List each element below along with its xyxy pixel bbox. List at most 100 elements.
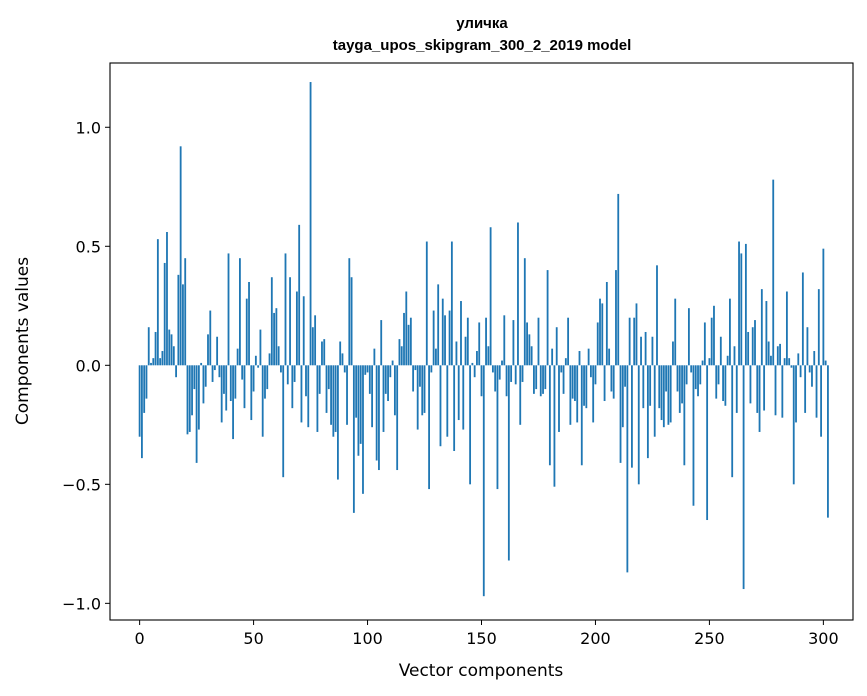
bar-288	[795, 365, 797, 423]
bar-53	[259, 329, 262, 366]
y-tick-label: −1.0	[62, 594, 101, 613]
bar-126	[425, 241, 428, 366]
bar-294	[808, 365, 811, 373]
bar-122	[416, 365, 419, 430]
bar-86	[334, 365, 337, 432]
bar-261	[733, 346, 736, 366]
bar-42	[234, 365, 237, 399]
bar-178	[544, 365, 547, 390]
bar-278	[772, 179, 775, 366]
bar-170	[526, 322, 528, 366]
bar-163	[510, 365, 513, 382]
bar-207	[610, 365, 613, 392]
bar-234	[672, 341, 674, 366]
bar-137	[450, 241, 453, 366]
bar-146	[471, 362, 474, 366]
bar-113	[396, 365, 399, 471]
bar-202	[599, 298, 601, 366]
bar-251	[710, 317, 713, 366]
bar-193	[578, 351, 581, 366]
bar-136	[448, 310, 451, 366]
bar-295	[811, 365, 813, 387]
bar-46	[243, 365, 246, 409]
bar-10	[161, 351, 164, 366]
bar-291	[801, 272, 804, 366]
bar-69	[295, 291, 298, 366]
bar-209	[615, 270, 617, 366]
bar-4	[147, 327, 150, 366]
bar-203	[601, 303, 604, 366]
bar-88	[339, 341, 342, 366]
bar-289	[797, 353, 800, 366]
bar-180	[548, 365, 551, 466]
bar-133	[441, 298, 444, 366]
bar-98	[362, 365, 364, 494]
bar-92	[348, 258, 351, 366]
bar-236	[676, 365, 679, 392]
bar-81	[323, 339, 326, 366]
bar-78	[316, 365, 319, 432]
bar-62	[280, 365, 282, 373]
bar-299	[820, 365, 822, 437]
x-tick-label: 150	[466, 629, 497, 648]
x-tick-label: 250	[694, 629, 725, 648]
bar-52	[257, 365, 260, 368]
bar-220	[640, 336, 642, 366]
bar-151	[482, 365, 485, 597]
bar-115	[400, 346, 403, 366]
x-tick-label: 0	[135, 629, 145, 648]
bar-83	[327, 365, 330, 390]
bar-134	[444, 315, 446, 366]
bar-125	[423, 365, 426, 413]
bar-130	[435, 348, 437, 366]
bar-series	[138, 82, 829, 597]
bar-292	[804, 365, 807, 413]
bar-300	[822, 248, 825, 366]
bar-171	[528, 334, 531, 366]
bar-176	[539, 365, 542, 397]
bar-63	[282, 365, 285, 478]
bar-201	[596, 322, 599, 366]
bar-241	[687, 308, 690, 366]
bar-123	[419, 365, 421, 387]
bar-11	[163, 262, 166, 366]
bar-142	[462, 365, 465, 430]
bar-217	[633, 317, 636, 366]
bar-103	[373, 348, 376, 366]
y-tick-label: 0.0	[76, 356, 101, 375]
bar-74	[307, 365, 310, 428]
bar-64	[284, 253, 287, 366]
bar-47	[245, 298, 248, 366]
bar-76	[311, 327, 314, 366]
bar-112	[393, 365, 396, 416]
bar-153	[487, 346, 490, 366]
bar-276	[767, 341, 770, 366]
bar-240	[685, 365, 688, 385]
bar-297	[815, 365, 818, 418]
bar-186	[562, 365, 565, 394]
bar-157	[496, 365, 499, 490]
bar-302	[827, 365, 829, 518]
bar-41	[232, 365, 234, 440]
bar-1	[141, 365, 143, 459]
bar-280	[776, 346, 779, 366]
bar-287	[792, 365, 795, 485]
bar-248	[703, 322, 706, 366]
bar-277	[770, 355, 772, 366]
bar-235	[674, 298, 677, 366]
bar-50	[252, 365, 255, 392]
x-tick-label: 200	[580, 629, 611, 648]
bar-160	[503, 315, 506, 366]
bar-36	[220, 365, 223, 423]
bar-96	[357, 365, 360, 456]
bar-17	[177, 274, 180, 366]
bar-104	[375, 365, 378, 461]
bar-2	[143, 365, 146, 413]
bar-161	[505, 365, 508, 397]
bar-159	[501, 360, 503, 366]
bar-13	[168, 329, 171, 366]
y-axis-label: Components values	[13, 257, 33, 425]
bar-149	[478, 322, 481, 366]
bar-59	[273, 312, 276, 366]
bar-84	[330, 365, 332, 425]
